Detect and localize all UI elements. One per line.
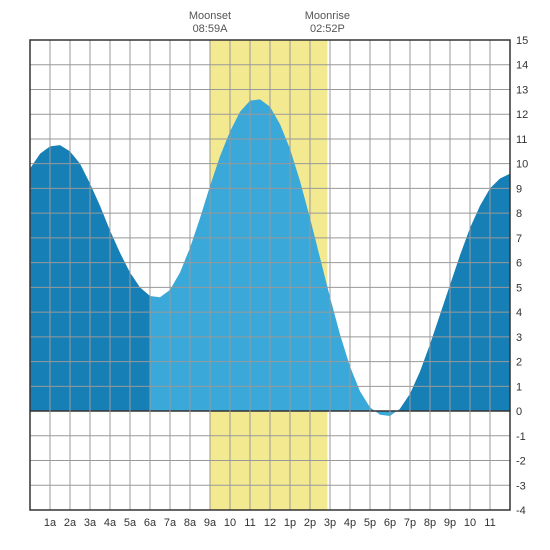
svg-text:1p: 1p [284, 517, 296, 529]
svg-text:7: 7 [516, 233, 522, 245]
svg-text:7p: 7p [404, 517, 416, 529]
svg-text:3a: 3a [84, 517, 97, 529]
moonset-time: 08:59A [180, 23, 240, 36]
svg-text:8: 8 [516, 208, 522, 220]
moonset-label: Moonset 08:59A [180, 10, 240, 36]
svg-text:9: 9 [516, 183, 522, 195]
moonset-title: Moonset [180, 10, 240, 23]
svg-text:8p: 8p [424, 517, 436, 529]
svg-text:9a: 9a [204, 517, 217, 529]
svg-text:4: 4 [516, 307, 522, 319]
moonrise-time: 02:52P [297, 23, 357, 36]
svg-text:12: 12 [516, 109, 528, 121]
svg-text:9p: 9p [444, 517, 456, 529]
svg-text:-1: -1 [516, 431, 526, 443]
chart-svg: -4-3-2-101234567891011121314151a2a3a4a5a… [10, 10, 540, 540]
moonrise-title: Moonrise [297, 10, 357, 23]
svg-text:12: 12 [264, 517, 276, 529]
svg-text:-3: -3 [516, 480, 526, 492]
svg-text:4p: 4p [344, 517, 356, 529]
svg-text:5: 5 [516, 282, 522, 294]
svg-text:13: 13 [516, 84, 528, 96]
svg-text:7a: 7a [164, 517, 177, 529]
svg-text:11: 11 [244, 517, 255, 529]
svg-text:1a: 1a [44, 517, 57, 529]
svg-text:6p: 6p [384, 517, 396, 529]
svg-text:11: 11 [516, 134, 527, 146]
svg-text:0: 0 [516, 406, 522, 418]
svg-text:2: 2 [516, 357, 522, 369]
svg-text:2a: 2a [64, 517, 77, 529]
svg-text:6a: 6a [144, 517, 157, 529]
svg-text:10: 10 [464, 517, 476, 529]
svg-text:14: 14 [516, 60, 528, 72]
svg-text:10: 10 [224, 517, 236, 529]
svg-text:3: 3 [516, 332, 522, 344]
svg-text:1: 1 [516, 381, 522, 393]
svg-text:3p: 3p [324, 517, 336, 529]
svg-text:5p: 5p [364, 517, 376, 529]
svg-text:10: 10 [516, 159, 528, 171]
svg-text:4a: 4a [104, 517, 117, 529]
svg-text:5a: 5a [124, 517, 137, 529]
moonrise-label: Moonrise 02:52P [297, 10, 357, 36]
svg-text:11: 11 [484, 517, 495, 529]
svg-text:-4: -4 [516, 505, 526, 517]
tide-chart: Moonset 08:59A Moonrise 02:52P -4 -3 -2 -1 0… [10, 10, 540, 540]
svg-text:6: 6 [516, 258, 522, 270]
svg-text:-2: -2 [516, 456, 526, 468]
svg-text:8a: 8a [184, 517, 197, 529]
moon-labels: Moonset 08:59A Moonrise 02:52P [10, 10, 540, 40]
svg-text:2p: 2p [304, 517, 316, 529]
